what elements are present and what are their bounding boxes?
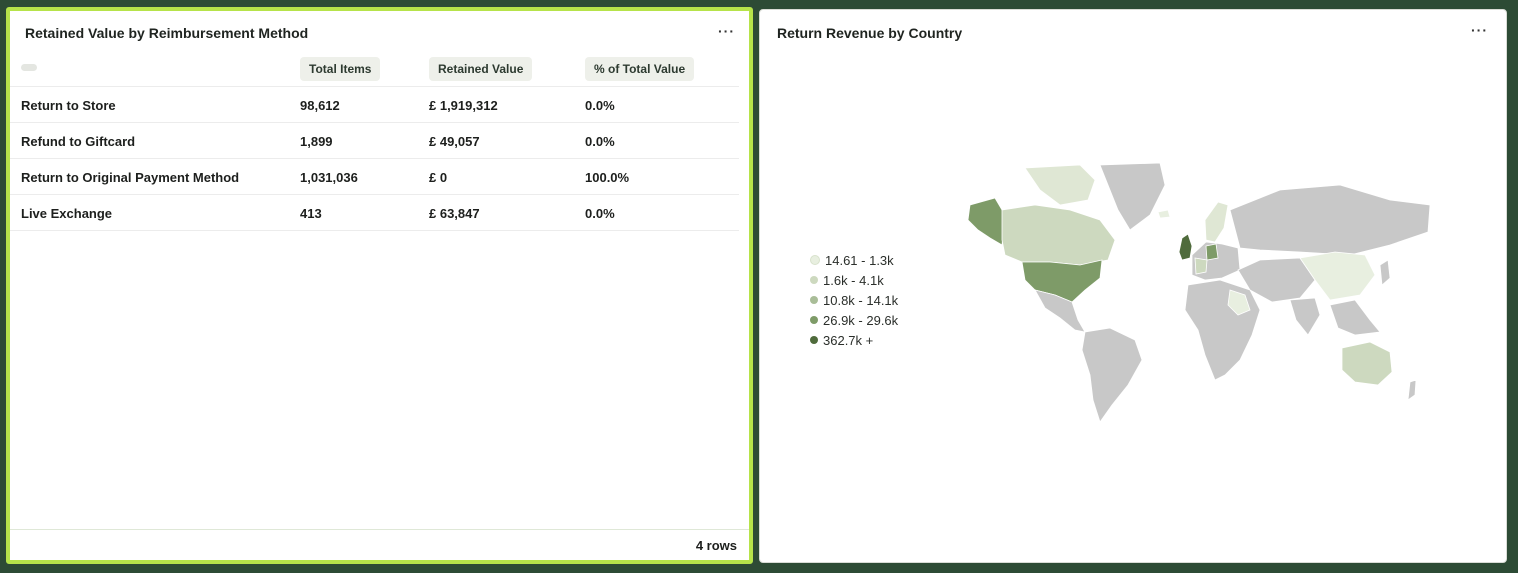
pct-cell: 0.0% <box>585 206 615 221</box>
map-region-scandinavia[interactable] <box>1204 201 1229 243</box>
method-cell: Return to Original Payment Method <box>21 170 240 185</box>
more-options-icon[interactable]: ··· <box>1471 22 1488 38</box>
legend-swatch <box>810 336 818 344</box>
data-table: Total Items Retained Value % of Total Va… <box>10 53 739 231</box>
total-items-cell: 1,899 <box>300 134 333 149</box>
world-choropleth-map[interactable] <box>960 160 1430 425</box>
column-header-total-items[interactable]: Total Items <box>300 57 381 81</box>
map-region-france[interactable] <box>1194 257 1208 275</box>
total-items-cell: 1,031,036 <box>300 170 358 185</box>
legend-label: 26.9k - 29.6k <box>823 312 899 328</box>
map-region-middle-east[interactable] <box>1237 257 1316 303</box>
retained-value-cell: £ 63,847 <box>429 206 480 221</box>
map-region-canada-arctic[interactable] <box>1024 164 1096 206</box>
total-items-cell: 413 <box>300 206 322 221</box>
method-cell: Refund to Giftcard <box>21 134 136 149</box>
legend-item[interactable]: 1.6k - 4.1k <box>810 270 898 290</box>
table-row: Live Exchange 413 £ 63,847 0.0% <box>10 195 739 231</box>
column-header-retained-value[interactable]: Retained Value <box>429 57 533 81</box>
method-cell: Live Exchange <box>21 206 113 221</box>
legend-swatch <box>810 255 820 265</box>
table-row: Return to Store 98,612 £ 1,919,312 0.0% <box>10 87 739 123</box>
map-region-russia[interactable] <box>1229 184 1430 256</box>
map-legend: 14.61 - 1.3k 1.6k - 4.1k 10.8k - 14.1k 2… <box>810 250 898 350</box>
pct-cell: 0.0% <box>585 134 615 149</box>
map-region-new-zealand[interactable] <box>1407 379 1417 401</box>
table-footer: 4 rows <box>10 529 749 560</box>
total-items-cell: 98,612 <box>300 98 340 113</box>
legend-item[interactable]: 362.7k + <box>810 330 898 350</box>
method-cell: Return to Store <box>21 98 116 113</box>
table-row: Refund to Giftcard 1,899 £ 49,057 0.0% <box>10 123 739 159</box>
retained-value-cell: £ 1,919,312 <box>429 98 498 113</box>
map-region-africa[interactable] <box>1184 279 1261 381</box>
map-region-india[interactable] <box>1289 297 1321 336</box>
retained-value-cell: £ 49,057 <box>429 134 480 149</box>
table-header: Total Items Retained Value % of Total Va… <box>10 53 739 87</box>
column-header-placeholder[interactable] <box>21 64 37 71</box>
map-region-usa[interactable] <box>1021 259 1103 303</box>
reimbursement-table-card[interactable]: Retained Value by Reimbursement Method ·… <box>6 7 753 564</box>
retained-value-cell: £ 0 <box>429 170 448 185</box>
legend-swatch <box>810 296 818 304</box>
legend-item[interactable]: 14.61 - 1.3k <box>810 250 898 270</box>
map-region-iceland[interactable] <box>1157 209 1171 219</box>
legend-label: 14.61 - 1.3k <box>825 252 894 268</box>
map-region-greenland[interactable] <box>1099 162 1166 231</box>
map-region-south-america[interactable] <box>1081 327 1143 423</box>
table-row: Return to Original Payment Method 1,031,… <box>10 159 739 195</box>
pct-cell: 100.0% <box>585 170 630 185</box>
map-region-japan[interactable] <box>1379 259 1391 286</box>
legend-swatch <box>810 316 818 324</box>
card-title: Return Revenue by Country <box>777 25 963 41</box>
pct-cell: 0.0% <box>585 98 615 113</box>
column-header-pct-total[interactable]: % of Total Value <box>585 57 695 81</box>
row-count: 4 rows <box>695 538 737 553</box>
legend-item[interactable]: 26.9k - 29.6k <box>810 310 898 330</box>
map-region-southeast-asia[interactable] <box>1329 299 1381 336</box>
legend-swatch <box>810 276 818 284</box>
country-map-card[interactable]: Return Revenue by Country ··· 14.61 - 1.… <box>759 9 1507 563</box>
legend-label: 10.8k - 14.1k <box>823 292 899 308</box>
map-region-canada[interactable] <box>1001 204 1116 266</box>
card-title: Retained Value by Reimbursement Method <box>25 25 309 41</box>
map-region-east-africa[interactable] <box>1227 289 1251 316</box>
legend-label: 362.7k + <box>823 332 874 348</box>
map-region-alaska[interactable] <box>967 197 1006 246</box>
map-region-united-kingdom[interactable] <box>1178 233 1193 261</box>
map-region-china[interactable] <box>1299 251 1376 301</box>
map-region-australia[interactable] <box>1341 341 1393 386</box>
legend-label: 1.6k - 4.1k <box>823 272 884 288</box>
more-options-icon[interactable]: ··· <box>718 23 735 39</box>
map-region-germany[interactable] <box>1205 243 1219 261</box>
legend-item[interactable]: 10.8k - 14.1k <box>810 290 898 310</box>
